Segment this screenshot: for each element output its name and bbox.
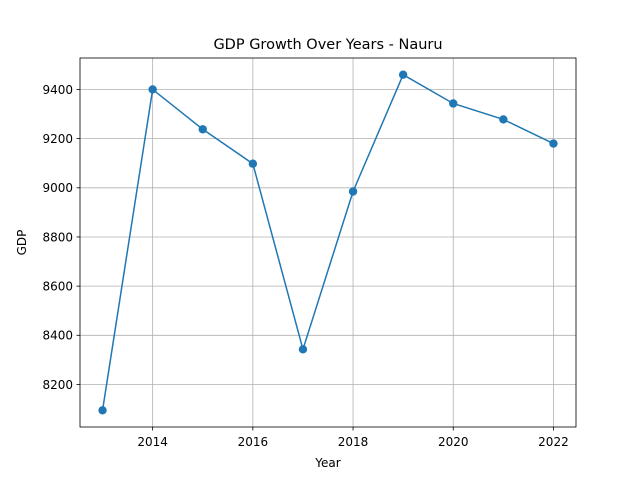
y-tick-label: 9000 [42, 181, 73, 195]
data-point [449, 99, 458, 108]
data-point [198, 125, 207, 134]
series-layer [98, 70, 558, 415]
data-point [298, 345, 308, 354]
data-point [398, 70, 408, 79]
y-tick-label: 8400 [42, 329, 73, 343]
data-point [248, 159, 258, 168]
x-tick-label: 2018 [338, 435, 369, 449]
x-axis-title: Year [314, 456, 340, 470]
data-point [348, 187, 358, 196]
chart-title: GDP Growth Over Years - Nauru [213, 37, 442, 53]
y-tick-label: 8800 [42, 230, 73, 244]
plot-frame [79, 57, 577, 428]
y-tick-label: 8600 [42, 279, 73, 293]
data-point [549, 139, 558, 148]
data-point [499, 115, 508, 124]
y-tick-label: 9400 [42, 83, 73, 97]
y-tick-label: 8200 [42, 378, 73, 392]
series-line [101, 73, 554, 411]
x-tick-label: 2020 [438, 435, 469, 449]
y-axis-title: GDP [15, 230, 29, 256]
x-tick-label: 2016 [238, 435, 269, 449]
data-point [148, 85, 157, 94]
x-tick-label: 2022 [538, 435, 569, 449]
data-point [98, 406, 107, 415]
y-tick-label: 9200 [42, 132, 73, 146]
grid [80, 58, 576, 427]
ticks-layer: 2014 2016 2018 2020 2022 8200 8400 8600 8800 9000… [42, 83, 568, 449]
x-tick-label: 2014 [137, 435, 168, 449]
